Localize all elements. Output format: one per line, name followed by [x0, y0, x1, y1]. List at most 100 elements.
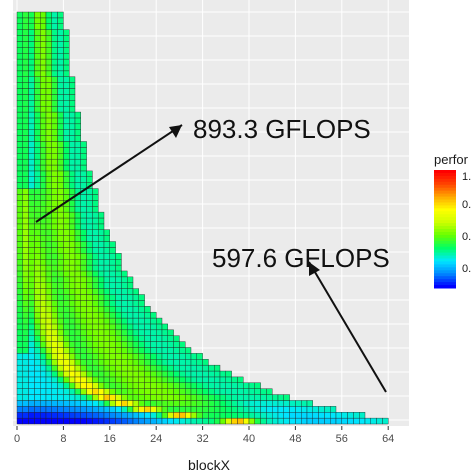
heatmap-cell [225, 417, 232, 425]
heatmap-cell [179, 376, 186, 384]
legend-swatch [434, 172, 456, 177]
heatmap-cell [68, 141, 76, 148]
heatmap-cell [260, 406, 267, 413]
heatmap-cell [150, 406, 157, 413]
heatmap-cell [22, 35, 29, 42]
heatmap-cell [86, 376, 93, 384]
heatmap-cell [51, 153, 58, 160]
heatmap-cell [57, 335, 64, 342]
heatmap-cell [138, 306, 145, 313]
heatmap-cell [138, 329, 145, 336]
heatmap-cell [86, 188, 93, 195]
heatmap-cell [57, 306, 64, 313]
heatmap-cell [103, 235, 111, 242]
heatmap-cell [86, 200, 93, 207]
legend-swatch [434, 181, 456, 186]
heatmap-cell [184, 417, 192, 425]
heatmap-cell [359, 417, 366, 425]
heatmap-cell [74, 135, 82, 142]
heatmap-cell [109, 388, 116, 395]
heatmap-cell [34, 211, 41, 219]
heatmap-cell [74, 147, 82, 154]
heatmap-cell [63, 311, 70, 319]
heatmap-cell [155, 412, 163, 419]
heatmap-cell [231, 382, 238, 389]
heatmap-cell [115, 382, 122, 389]
heatmap-cell [74, 282, 82, 289]
heatmap-cell [266, 412, 273, 419]
heatmap-cell [97, 388, 105, 395]
heatmap-cell [51, 253, 58, 260]
heatmap-cell [16, 58, 24, 66]
heatmap-cell [74, 335, 82, 342]
heatmap-cell [22, 94, 29, 101]
legend-title: perfor [434, 152, 469, 167]
heatmap-cell [63, 317, 70, 325]
heatmap-cell [34, 41, 41, 48]
heatmap-cell [34, 94, 41, 101]
heatmap-cell [121, 400, 128, 407]
heatmap-cell [202, 382, 209, 389]
heatmap-cell [86, 306, 93, 313]
heatmap-cell [68, 259, 76, 266]
heatmap-cell [22, 347, 29, 354]
heatmap-cell [144, 335, 151, 342]
heatmap-cell [34, 82, 41, 89]
heatmap-cell [28, 29, 35, 36]
heatmap-cell [103, 382, 111, 389]
heatmap-cell [40, 47, 47, 54]
heatmap-cell [208, 417, 215, 425]
heatmap-cell [126, 359, 134, 366]
heatmap-cell [22, 129, 29, 136]
heatmap-cell [80, 253, 87, 260]
heatmap-cell [97, 406, 105, 413]
heatmap-cell [45, 412, 53, 419]
heatmap-cell [45, 323, 53, 331]
heatmap-cell [34, 300, 41, 307]
heatmap-cell [57, 264, 64, 272]
heatmap-cell [45, 288, 53, 295]
heatmap-cell [16, 117, 24, 125]
heatmap-cell [179, 370, 186, 378]
heatmap-cell [57, 23, 64, 30]
heatmap-cell [138, 382, 145, 389]
heatmap-cell [97, 247, 105, 254]
heatmap-cell [80, 182, 87, 189]
heatmap-cell [237, 382, 244, 389]
heatmap-cell [86, 288, 93, 295]
heatmap-cell [63, 270, 70, 278]
heatmap-cell [121, 347, 128, 354]
heatmap-cell [22, 364, 29, 372]
heatmap-cell [86, 211, 93, 219]
legend-swatch [434, 220, 456, 224]
heatmap-cell [51, 335, 58, 342]
heatmap-cell [74, 259, 82, 266]
heatmap-cell [63, 247, 70, 254]
heatmap-cell [63, 323, 70, 331]
heatmap-cell [86, 229, 93, 236]
heatmap-cell [190, 359, 198, 366]
heatmap-cell [45, 229, 53, 236]
heatmap-cell [57, 29, 64, 36]
heatmap-cell [97, 276, 105, 283]
heatmap-cell [45, 282, 53, 289]
heatmap-cell [40, 417, 47, 425]
heatmap-cell [51, 317, 58, 325]
heatmap-cell [115, 376, 122, 384]
heatmap-cell [34, 376, 41, 384]
heatmap-cell [57, 182, 64, 189]
annotation-label-1: 893.3 GFLOPS [193, 114, 371, 144]
heatmap-cell [74, 153, 82, 160]
heatmap-cell [219, 406, 227, 413]
heatmap-cell [86, 282, 93, 289]
heatmap-cell [196, 370, 203, 378]
heatmap-cell [86, 194, 93, 201]
heatmap-cell [16, 394, 24, 401]
heatmap-cell [57, 341, 64, 348]
heatmap-cell [74, 117, 82, 125]
heatmap-cell [80, 247, 87, 254]
heatmap-cell [45, 111, 53, 119]
heatmap-cell [63, 129, 70, 136]
heatmap-cell [92, 370, 99, 378]
heatmap-cell [341, 417, 348, 425]
